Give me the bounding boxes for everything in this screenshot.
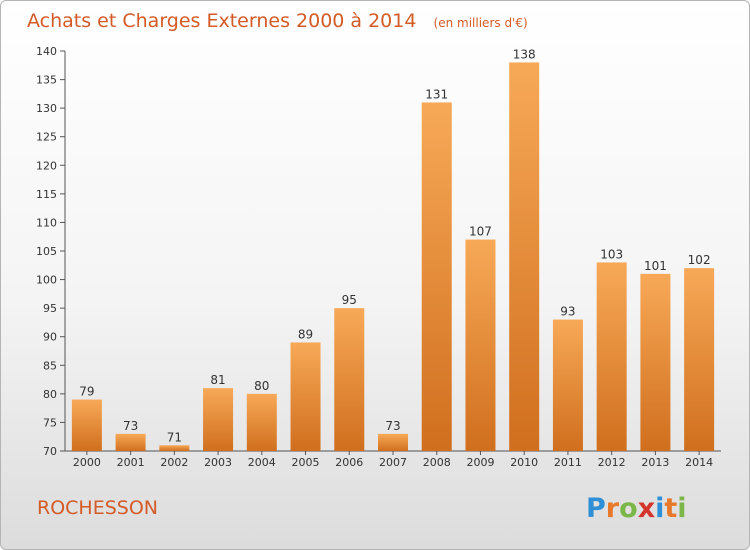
- y-tick-label: 120: [36, 159, 57, 172]
- y-tick-label: 110: [36, 216, 57, 229]
- bar: [71, 399, 102, 451]
- proxiti-logo-letter: o: [619, 493, 638, 524]
- bar-value-label: 93: [560, 305, 575, 319]
- y-tick-label: 80: [43, 388, 57, 401]
- proxiti-logo-letter: r: [606, 493, 620, 524]
- bar-value-label: 81: [210, 373, 225, 387]
- bar: [596, 262, 627, 451]
- bar: [334, 308, 365, 451]
- bar: [552, 319, 583, 451]
- bar-value-label: 101: [644, 259, 667, 273]
- x-tick-label: 2006: [335, 456, 363, 469]
- bar-value-label: 71: [167, 430, 182, 444]
- bar-value-label: 102: [688, 253, 711, 267]
- bar-value-label: 73: [123, 419, 138, 433]
- y-tick-label: 135: [36, 74, 57, 87]
- proxiti-logo-letter: x: [638, 493, 655, 524]
- x-tick-label: 2005: [292, 456, 320, 469]
- bar-value-label: 79: [79, 385, 94, 399]
- x-tick-label: 2010: [510, 456, 538, 469]
- x-tick-label: 2004: [248, 456, 276, 469]
- x-tick-label: 2012: [598, 456, 626, 469]
- bar: [421, 102, 452, 451]
- x-tick-label: 2002: [160, 456, 188, 469]
- bar: [115, 433, 146, 451]
- proxiti-logo-letter: i: [677, 493, 686, 524]
- bar: [378, 433, 408, 451]
- y-tick-label: 100: [36, 274, 57, 287]
- proxiti-logo-letter: i: [655, 493, 664, 524]
- x-tick-label: 2007: [379, 456, 407, 469]
- bar-value-label: 80: [254, 379, 269, 393]
- y-tick-label: 85: [43, 359, 57, 372]
- bar-value-label: 73: [385, 419, 400, 433]
- bar: [640, 273, 671, 451]
- bar: [509, 62, 540, 452]
- y-tick-label: 95: [43, 302, 57, 315]
- y-tick-label: 130: [36, 102, 57, 115]
- proxiti-logo: Proxiti: [586, 493, 687, 524]
- x-tick-label: 2008: [423, 456, 451, 469]
- x-tick-label: 2003: [204, 456, 232, 469]
- chart-title: Achats et Charges Externes 2000 à 2014 (…: [27, 10, 528, 32]
- x-tick-label: 2000: [73, 456, 101, 469]
- y-tick-label: 90: [43, 331, 57, 344]
- bar: [159, 445, 190, 451]
- proxiti-logo-letter: P: [586, 493, 606, 524]
- y-tick-label: 105: [36, 245, 57, 258]
- chart-unit-note: (en milliers d'€): [434, 16, 528, 30]
- bar-value-label: 89: [298, 327, 313, 341]
- x-tick-label: 2001: [117, 456, 145, 469]
- y-tick-label: 140: [36, 45, 57, 58]
- x-tick-label: 2011: [554, 456, 582, 469]
- bar: [465, 239, 496, 451]
- bar-value-label: 103: [600, 247, 623, 261]
- bar-value-label: 138: [513, 47, 536, 61]
- bar: [290, 342, 321, 451]
- bar-value-label: 131: [425, 87, 448, 101]
- proxiti-logo-letter: t: [664, 493, 677, 524]
- bar: [684, 268, 715, 451]
- chart-axes: 70 75 80 85 90 95 100 105 110 115 120 125 130 135 140 2…: [36, 45, 721, 469]
- y-tick-label: 125: [36, 131, 57, 144]
- bar-value-label: 107: [469, 225, 492, 239]
- bar-value-label: 95: [342, 293, 357, 307]
- chart-title-text: Achats et Charges Externes 2000 à 2014: [27, 10, 416, 32]
- x-tick-label: 2009: [466, 456, 494, 469]
- y-tick-label: 115: [36, 188, 57, 201]
- bar: [246, 393, 277, 451]
- commune-name: ROCHESSON: [37, 497, 158, 519]
- y-tick-label: 70: [43, 445, 57, 458]
- x-tick-label: 2013: [641, 456, 669, 469]
- y-tick-label: 75: [43, 416, 57, 429]
- bar: [203, 388, 234, 451]
- x-tick-label: 2014: [685, 456, 713, 469]
- chart-bars: 79 73 71 81 80 89 95 73 131 107 138 93 103 101 102: [71, 47, 715, 452]
